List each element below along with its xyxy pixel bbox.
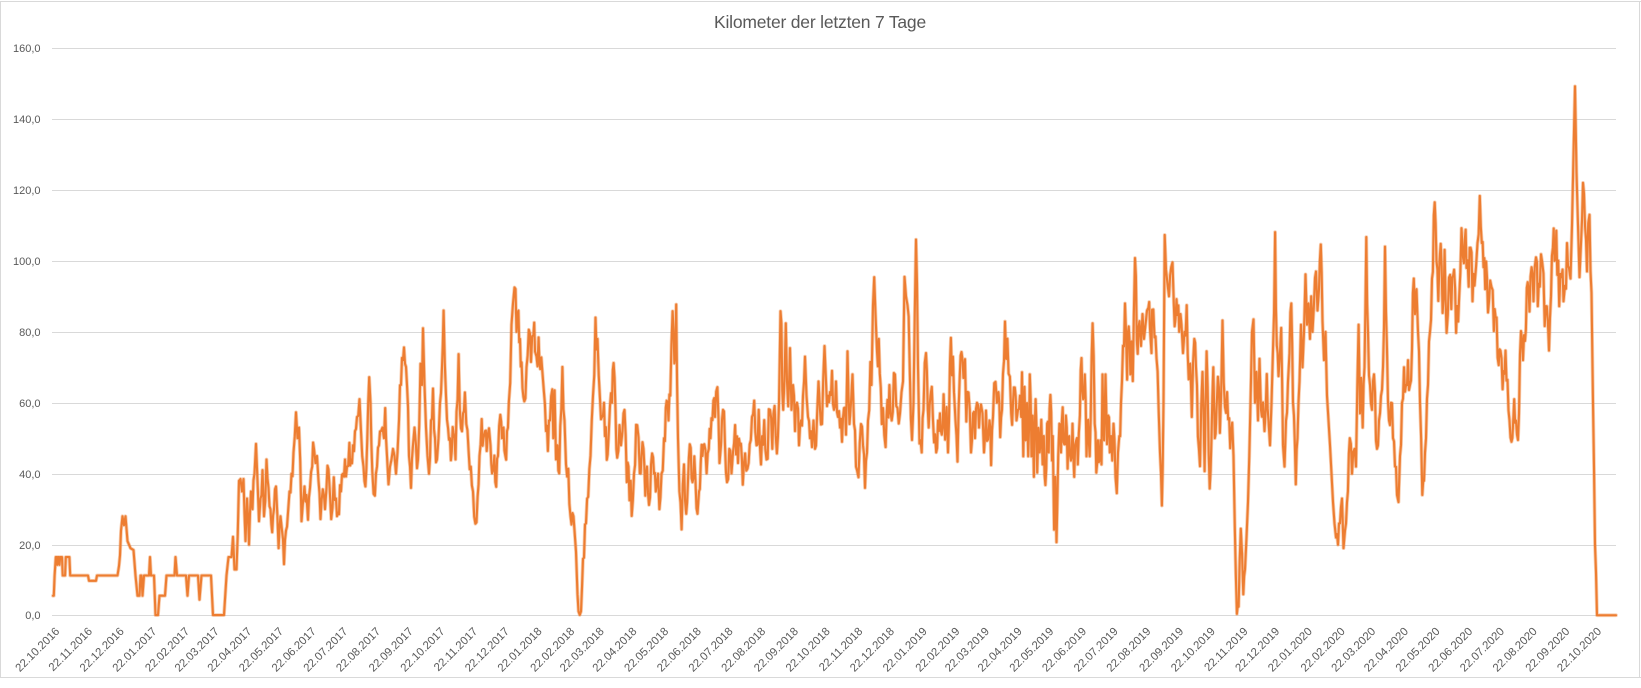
svg-text:60,0: 60,0 [19,398,40,410]
svg-text:Kilometer der letzten 7 Tage: Kilometer der letzten 7 Tage [714,12,926,32]
svg-text:80,0: 80,0 [19,327,40,339]
svg-text:140,0: 140,0 [13,114,41,126]
svg-text:100,0: 100,0 [13,256,41,268]
svg-text:120,0: 120,0 [13,185,41,197]
svg-text:0,0: 0,0 [25,610,40,622]
svg-text:160,0: 160,0 [13,43,41,55]
svg-text:40,0: 40,0 [19,469,40,481]
svg-text:20,0: 20,0 [19,540,40,552]
